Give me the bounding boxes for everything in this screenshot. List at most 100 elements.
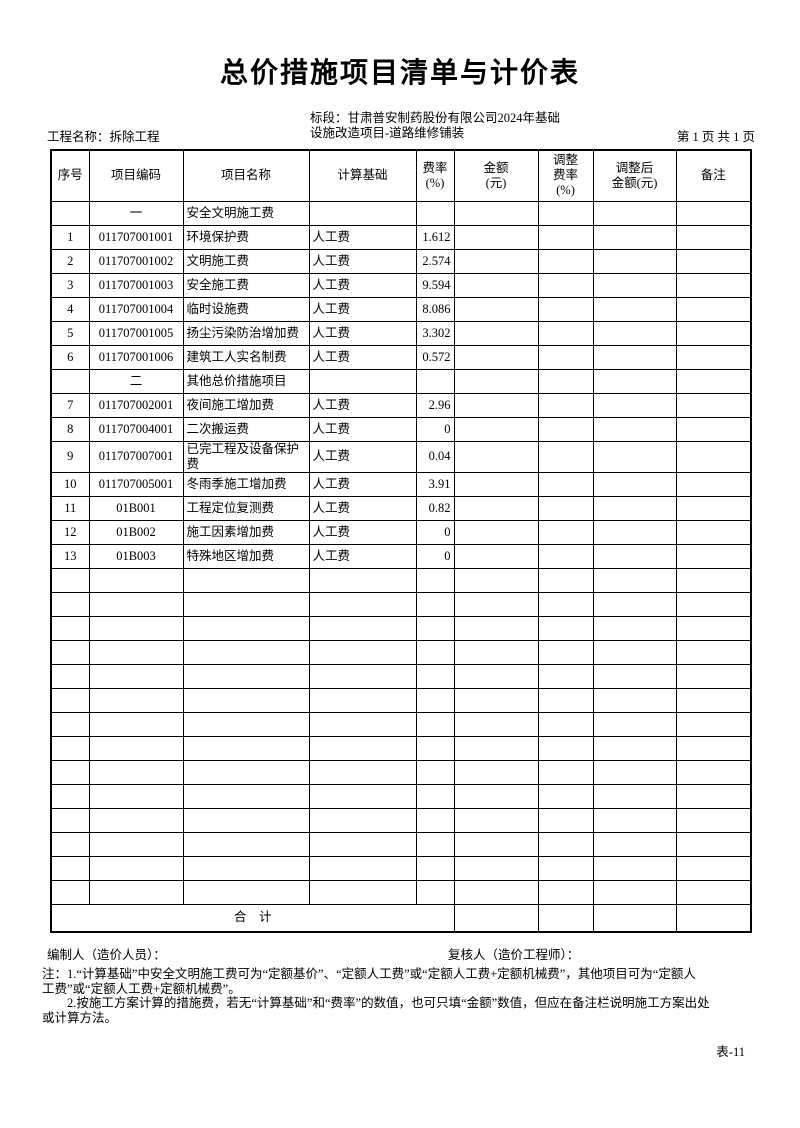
project-name-label: 工程名称：拆除工程 bbox=[47, 130, 160, 144]
cell-name: 夜间施工增加费 bbox=[182, 392, 310, 418]
cell-basis bbox=[308, 855, 417, 881]
cell-adjusted-amount bbox=[592, 440, 677, 473]
cell-code: 011707002001 bbox=[88, 392, 184, 418]
cell-rate bbox=[415, 591, 455, 617]
cell-rate: 9.594 bbox=[415, 272, 455, 298]
cell-adjusted-amount bbox=[592, 783, 677, 809]
cell-adjusted-amount bbox=[592, 711, 677, 737]
cell-adjusted-amount bbox=[592, 831, 677, 857]
cell-adjusted-rate bbox=[537, 296, 594, 322]
cell-name bbox=[182, 783, 310, 809]
cell-amount bbox=[453, 248, 539, 274]
bid-section-line2: 设施改造项目-道路维修铺装 bbox=[310, 126, 465, 140]
cell-remark bbox=[675, 759, 752, 785]
cell-amount bbox=[453, 471, 539, 497]
cell-basis: 人工费 bbox=[308, 440, 417, 473]
cell-adjusted-amount bbox=[592, 416, 677, 442]
cell-adjusted-rate bbox=[537, 248, 594, 274]
cell-code: 01B002 bbox=[88, 519, 184, 545]
page-number: 第 1 页 共 1 页 bbox=[676, 130, 755, 144]
cell-remark bbox=[675, 663, 752, 689]
cell-amount bbox=[453, 663, 539, 689]
cell-code: 011707001004 bbox=[88, 296, 184, 322]
cell-rate: 2.96 bbox=[415, 392, 455, 418]
table-row: 3 011707001003 安全施工费 人工费 9.594 bbox=[50, 272, 752, 298]
empty-row bbox=[50, 639, 752, 665]
cell-remark bbox=[675, 879, 752, 905]
cell-amount bbox=[453, 495, 539, 521]
cell-adjusted-rate bbox=[537, 639, 594, 665]
cell-basis bbox=[308, 759, 417, 785]
cell-name: 冬雨季施工增加费 bbox=[182, 471, 310, 497]
cell-adjusted-amount bbox=[592, 879, 677, 905]
cell-seq bbox=[50, 855, 90, 881]
cell-adjusted-amount bbox=[592, 687, 677, 713]
reviewer-label: 复核人（造价工程师）： bbox=[448, 948, 580, 962]
table-row: 6 011707001006 建筑工人实名制费 人工费 0.572 bbox=[50, 344, 752, 370]
cell-seq bbox=[50, 615, 90, 641]
cell-amount bbox=[453, 296, 539, 322]
cell-adjusted-amount bbox=[592, 855, 677, 881]
cell-amount bbox=[453, 639, 539, 665]
cell-adjusted-amount bbox=[592, 567, 677, 593]
cell-rate: 3.91 bbox=[415, 471, 455, 497]
cell-amount bbox=[453, 807, 539, 833]
cell-adjusted-amount bbox=[592, 320, 677, 346]
cell-remark bbox=[675, 200, 752, 226]
cell-code bbox=[88, 807, 184, 833]
cell-amount bbox=[453, 368, 539, 394]
cell-name bbox=[182, 807, 310, 833]
cell-seq: 11 bbox=[50, 495, 90, 521]
cell-code: 011707001006 bbox=[88, 344, 184, 370]
cell-adjusted-rate bbox=[537, 471, 594, 497]
cell-amount bbox=[453, 224, 539, 250]
cell-adjusted-rate bbox=[537, 543, 594, 569]
note-line: 或计算方法。 bbox=[42, 1010, 118, 1025]
cell-adjusted-amount bbox=[592, 735, 677, 761]
cell-code bbox=[88, 879, 184, 905]
cell-remark bbox=[675, 272, 752, 298]
cell-remark bbox=[675, 903, 752, 933]
header-rate: 费率 (%) bbox=[415, 149, 455, 202]
header-amount: 金额 (元) bbox=[453, 149, 539, 202]
section-row: 一安全文明施工费 bbox=[50, 200, 752, 226]
cell-rate bbox=[415, 639, 455, 665]
cell-amount bbox=[453, 344, 539, 370]
header-code: 项目编码 bbox=[88, 149, 184, 202]
cell-adjusted-amount bbox=[592, 200, 677, 226]
note-line: 工费”或“定额人工费+定额机械费”。 bbox=[42, 981, 241, 996]
cell-rate: 0.572 bbox=[415, 344, 455, 370]
cell-seq: 6 bbox=[50, 344, 90, 370]
cell-adjusted-amount bbox=[592, 224, 677, 250]
header-remark: 备注 bbox=[675, 149, 752, 202]
cell-amount bbox=[453, 567, 539, 593]
cell-name: 建筑工人实名制费 bbox=[182, 344, 310, 370]
cell-adjusted-rate bbox=[537, 591, 594, 617]
cell-name bbox=[182, 831, 310, 857]
bid-section-label: 标段：甘肃普安制药股份有限公司2024年基础 设施改造项目-道路维修铺装 bbox=[310, 111, 560, 141]
pricing-table: 序号 项目编码 项目名称 计算基础 费率 (%) 金额 (元) 调整 费率 (%… bbox=[50, 149, 752, 933]
cell-basis: 人工费 bbox=[308, 272, 417, 298]
table-row: 12 01B002 施工因素增加费 人工费 0 bbox=[50, 519, 752, 545]
cell-remark bbox=[675, 807, 752, 833]
cell-basis: 人工费 bbox=[308, 344, 417, 370]
cell-seq: 12 bbox=[50, 519, 90, 545]
cell-name: 临时设施费 bbox=[182, 296, 310, 322]
cell-remark bbox=[675, 639, 752, 665]
cell-adjusted-rate bbox=[537, 711, 594, 737]
cell-amount bbox=[453, 903, 539, 933]
cell-rate bbox=[415, 711, 455, 737]
cell-adjusted-rate bbox=[537, 735, 594, 761]
cell-remark bbox=[675, 392, 752, 418]
cell-remark bbox=[675, 855, 752, 881]
cell-adjusted-amount bbox=[592, 368, 677, 394]
section-row: 二其他总价措施项目 bbox=[50, 368, 752, 394]
cell-remark bbox=[675, 615, 752, 641]
note-line: 2.按施工方案计算的措施费，若无“计算基础”和“费率”的数值，也可只填“金额”数… bbox=[42, 996, 710, 1010]
cell-rate: 2.574 bbox=[415, 248, 455, 274]
cell-adjusted-amount bbox=[592, 759, 677, 785]
cell-seq bbox=[50, 663, 90, 689]
cell-amount bbox=[453, 759, 539, 785]
cell-adjusted-rate bbox=[537, 224, 594, 250]
cell-basis bbox=[308, 639, 417, 665]
